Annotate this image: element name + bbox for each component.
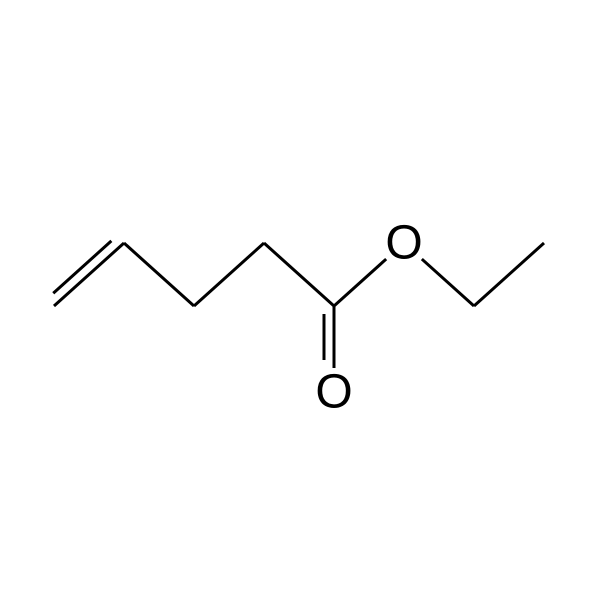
molecule-canvas: OO [0,0,600,600]
bonds-group [53,241,544,368]
bond-c3-c4 [194,243,264,306]
bond-c2-c3 [124,243,194,306]
atoms-group: OO [315,217,422,419]
atom-label-o1: O [385,217,422,270]
bond2-c1-c2 [53,241,111,293]
bond-c1-c2 [54,243,124,306]
atom-label-o2: O [315,366,352,419]
bond-c4-c5 [264,243,334,306]
bond-o1-c6 [422,259,474,306]
bond-c6-c7 [474,243,544,306]
bond-c5-o1 [334,259,386,306]
